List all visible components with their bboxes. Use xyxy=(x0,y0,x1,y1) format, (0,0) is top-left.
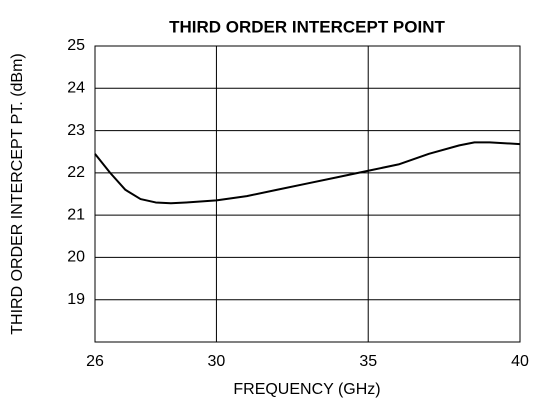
chart-title: THIRD ORDER INTERCEPT POINT xyxy=(169,17,445,36)
x-tick-label: 26 xyxy=(86,353,104,370)
x-tick-label: 35 xyxy=(359,353,377,370)
y-tick-label: 19 xyxy=(67,291,85,308)
line-series xyxy=(94,141,521,205)
y-tick-label: 21 xyxy=(67,206,85,223)
y-tick-label: 24 xyxy=(67,80,85,97)
plot-frame xyxy=(94,45,521,343)
y-tick-label: 20 xyxy=(67,249,85,266)
y-tick-label: 25 xyxy=(67,37,85,54)
x-tick-label: 30 xyxy=(208,353,226,370)
y-tick-label: 22 xyxy=(67,164,85,181)
y-tick-label: 23 xyxy=(67,122,85,139)
x-axis-label: FREQUENCY (GHz) xyxy=(233,381,380,398)
y-axis-label: THIRD ORDER INTERCEPT PT. (dBm) xyxy=(9,53,26,335)
x-tick-label: 40 xyxy=(511,353,529,370)
